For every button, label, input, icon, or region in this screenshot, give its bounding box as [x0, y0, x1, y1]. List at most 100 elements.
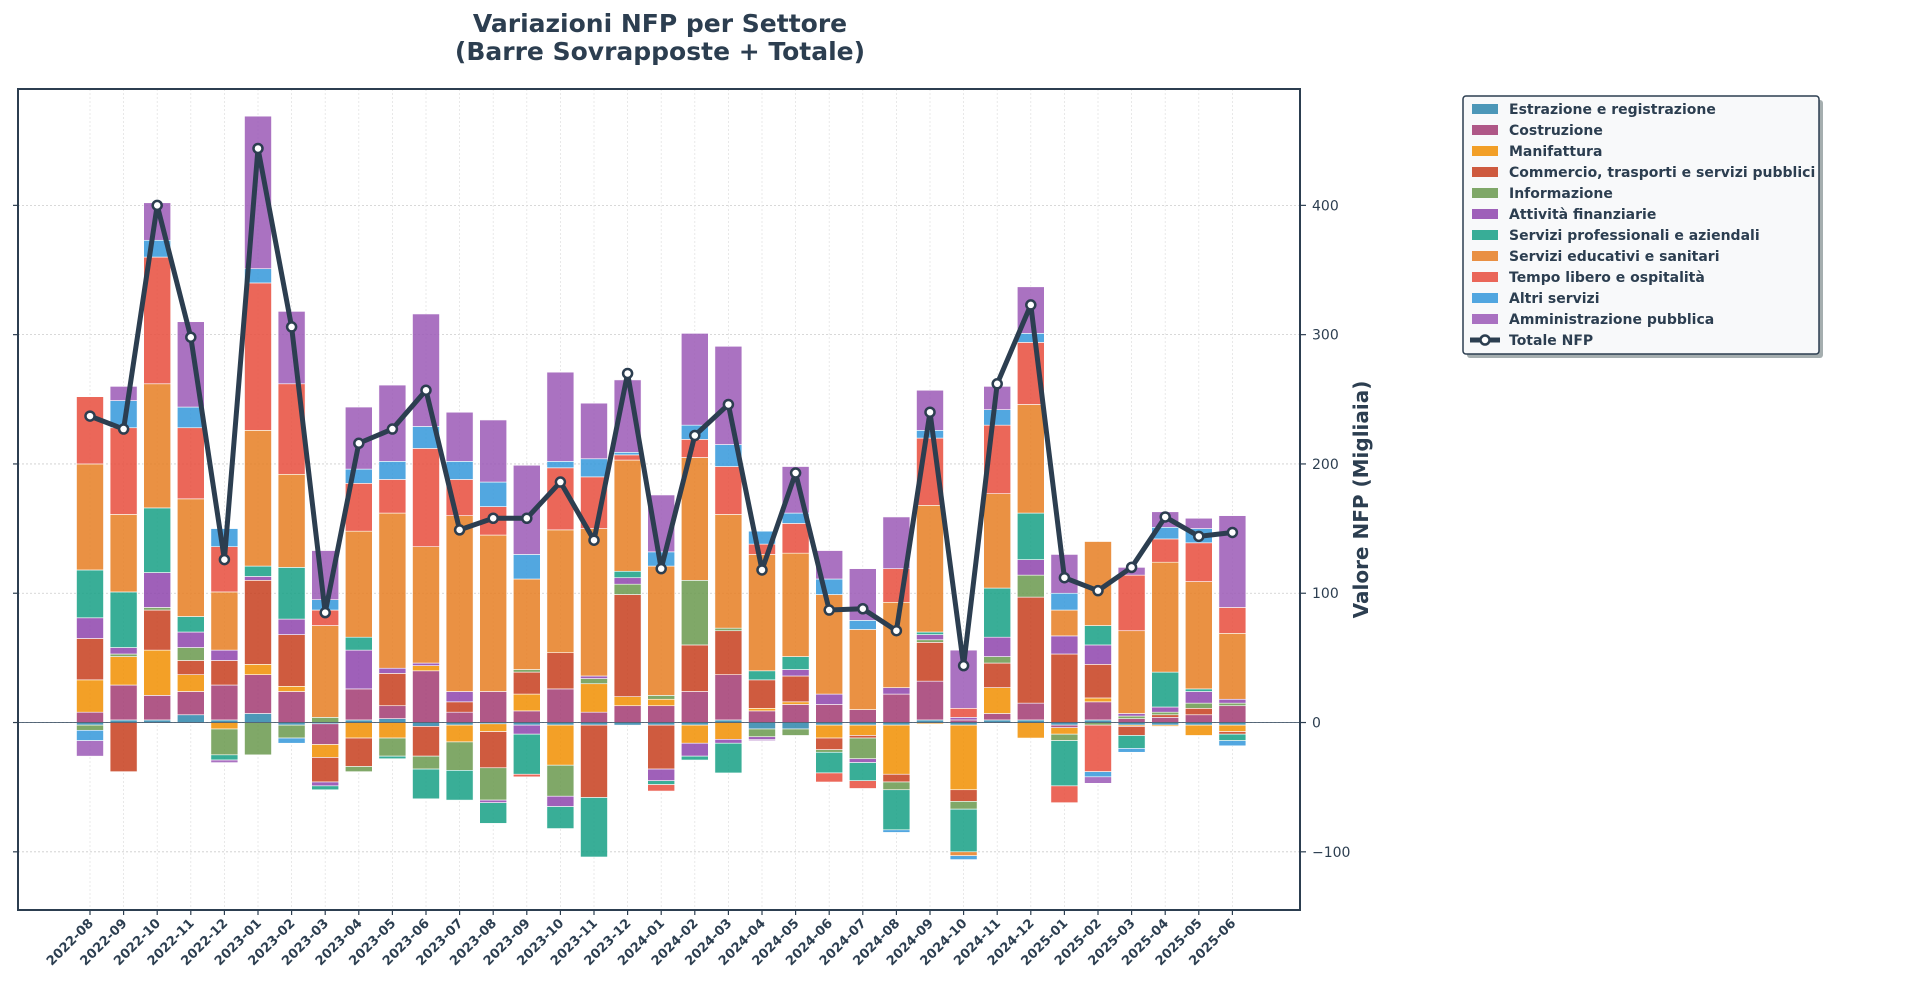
bar-segment	[378, 461, 407, 480]
bar-segment	[781, 523, 810, 554]
bar-segment	[344, 737, 373, 767]
bar-segment	[1151, 538, 1179, 563]
bar-segment	[580, 402, 608, 460]
bar-segment	[244, 713, 272, 723]
bar-segment	[1185, 714, 1213, 723]
bar-segment	[613, 454, 642, 461]
bar-segment	[1050, 740, 1079, 787]
bar-segment	[277, 737, 306, 744]
bar-segment	[143, 507, 171, 573]
total-point	[453, 524, 466, 536]
bar-segment	[680, 333, 709, 426]
bar-segment	[76, 638, 104, 681]
bar-segment	[412, 665, 440, 672]
bar-segment	[512, 669, 541, 673]
bar-segment	[1050, 727, 1079, 735]
bar-segment	[1185, 708, 1213, 716]
bar-segment	[512, 733, 541, 775]
bar-segment	[882, 773, 911, 783]
bar-segment	[412, 546, 440, 664]
legend-label: Manifattura	[1509, 144, 1602, 160]
bar-segment	[76, 711, 104, 723]
bar-segment	[311, 717, 340, 723]
legend-label: Commercio, trasporti e servizi pubblici	[1509, 165, 1815, 181]
bar-segment	[479, 802, 508, 824]
legend-label: Costruzione	[1509, 123, 1603, 139]
bar-segment	[479, 419, 508, 483]
bar-segment	[244, 580, 272, 665]
bar-segment	[143, 649, 171, 696]
bar-segment	[1117, 718, 1146, 723]
legend-label: Servizi professionali e aziendali	[1509, 228, 1760, 244]
bar-segment	[177, 427, 205, 500]
bar-segment	[344, 722, 373, 739]
bar-segment	[1151, 561, 1179, 673]
bar-segment	[714, 466, 743, 515]
bar-segment	[1084, 701, 1112, 721]
bar-segment	[815, 737, 844, 750]
bar-segment	[1117, 713, 1146, 717]
bar-segment	[344, 636, 373, 651]
bar-segment	[177, 714, 205, 723]
bar-segment	[882, 781, 911, 791]
bar-segment	[1185, 542, 1213, 582]
total-point	[151, 199, 163, 212]
bar-segment	[647, 698, 676, 707]
bar-segment	[748, 708, 776, 712]
bar-segment	[748, 736, 776, 740]
total-point	[722, 398, 735, 411]
bar-segment	[983, 493, 1012, 589]
bar-segment	[143, 695, 171, 721]
plot-frame	[17, 88, 1301, 911]
bar-segment	[1218, 740, 1247, 747]
bar-segment	[344, 530, 373, 638]
bar-segment	[143, 609, 171, 651]
bar-segment	[546, 688, 575, 723]
bar-segment	[109, 656, 138, 686]
bar-segment	[143, 607, 171, 611]
total-point	[487, 512, 499, 524]
bar-segment	[916, 642, 944, 682]
bar-segment	[781, 675, 810, 703]
bar-segment	[512, 710, 541, 723]
bar-segment	[647, 705, 676, 723]
bar-segment	[311, 785, 340, 791]
bar-segment	[983, 409, 1012, 426]
total-point	[521, 512, 533, 524]
bar-segment	[781, 701, 810, 705]
bar-segment	[647, 780, 676, 785]
bar-segment	[848, 724, 877, 736]
bar-segment	[277, 618, 306, 635]
bar-segment	[714, 722, 743, 740]
bar-segment	[815, 749, 844, 753]
bar-segment	[1218, 731, 1247, 735]
bar-segment	[781, 722, 810, 730]
bar-segment	[109, 386, 138, 401]
bar-segment	[546, 806, 575, 829]
bar-segment	[1016, 333, 1045, 343]
legend-swatch	[1472, 104, 1498, 114]
bar-segment	[983, 656, 1012, 664]
total-point	[218, 553, 231, 566]
bar-segment	[277, 686, 306, 692]
total-point	[655, 562, 667, 575]
bar-segment	[1016, 596, 1045, 704]
legend-swatch	[1472, 272, 1498, 282]
legend-box	[1462, 95, 1820, 355]
bar-segment	[177, 616, 205, 633]
bar-segment	[848, 762, 877, 782]
bar-segment	[1016, 702, 1045, 721]
chart-title-line-2: (Barre Sovrapposte + Totale)	[455, 37, 865, 66]
total-point	[1025, 299, 1037, 311]
bar-segment	[983, 636, 1012, 657]
bar-segment	[613, 459, 642, 572]
bar-segment	[1084, 724, 1112, 772]
bar-segment	[445, 770, 474, 801]
bar-segment	[916, 430, 944, 439]
bar-segment	[378, 479, 407, 514]
bar-segment	[613, 705, 642, 723]
total-point	[1058, 571, 1071, 584]
bar-segment	[177, 691, 205, 716]
bar-segment	[781, 728, 810, 736]
bar-segment	[748, 728, 776, 738]
